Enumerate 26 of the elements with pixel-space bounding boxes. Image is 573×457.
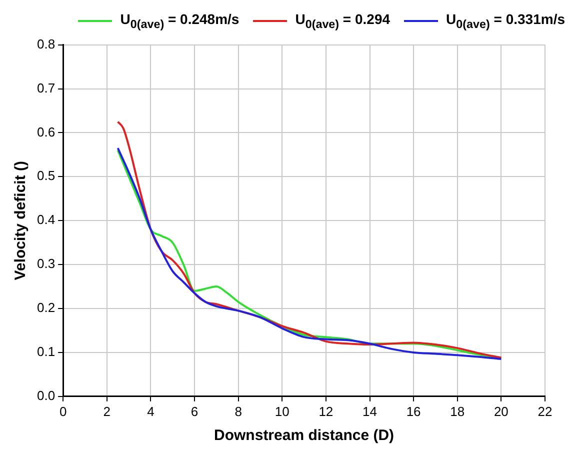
y-tick-label: 0.2 — [36, 300, 56, 316]
x-tick-label: 0 — [59, 404, 67, 419]
x-tick-label: 18 — [450, 404, 465, 419]
legend-label: U$_{0(ave)}$ = 0.248m/s — [120, 11, 240, 31]
x-tick-label: 14 — [362, 404, 377, 419]
legend-label: U$_{0(ave)}$ = 0.331m/s — [446, 11, 565, 31]
y-tick-label: 0.4 — [36, 212, 56, 228]
y-tick-label: 0.1 — [36, 344, 56, 360]
y-tick-label: 0.0 — [36, 388, 56, 403]
x-tick-label: 20 — [494, 404, 508, 419]
y-tick-label: 0.6 — [36, 124, 56, 140]
x-axis-title: Downstream distance (D) — [214, 427, 394, 444]
y-axis-title: Velocity deficit () — [12, 161, 30, 280]
x-tick-label: 8 — [234, 404, 242, 419]
y-tick-label: 0.5 — [36, 168, 56, 184]
y-tick-label: 0.7 — [36, 80, 56, 96]
x-tick-label: 16 — [406, 404, 421, 419]
x-tick-label: 6 — [190, 404, 198, 419]
legend-label: U$_{0(ave)}$ = 0.294 — [295, 11, 390, 31]
x-tick-label: 10 — [274, 404, 290, 419]
x-tick-label: 12 — [318, 404, 334, 419]
x-tick-label: 2 — [103, 404, 110, 419]
x-tick-label: 22 — [538, 404, 552, 419]
x-tick-label: 4 — [147, 404, 154, 419]
y-tick-label: 0.8 — [36, 36, 56, 52]
y-tick-label: 0.3 — [36, 256, 56, 272]
